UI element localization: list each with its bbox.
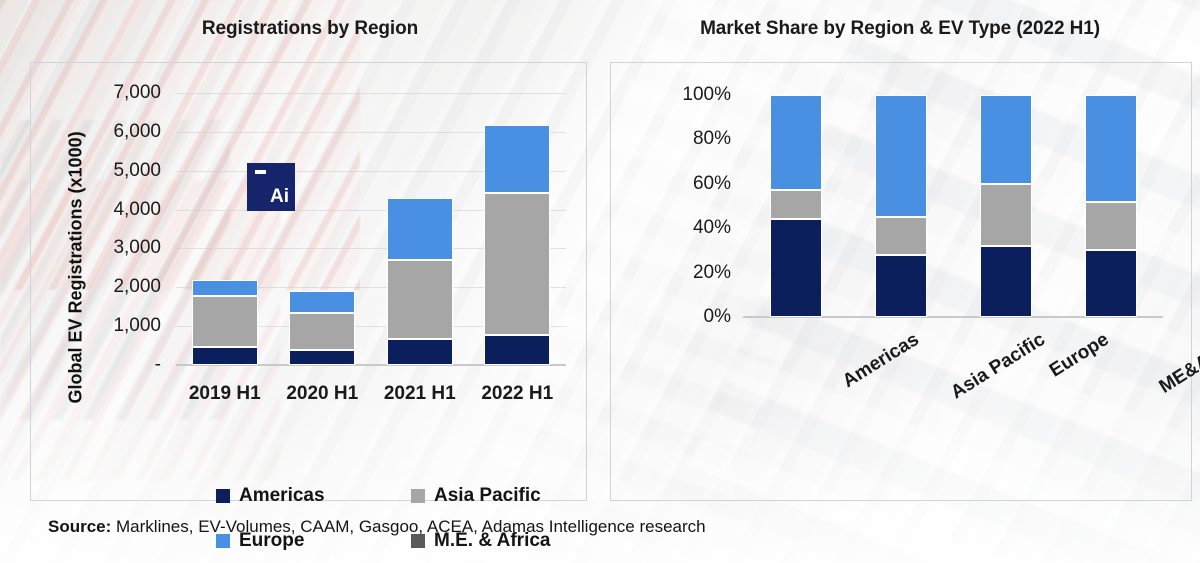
legend-label: M.E. & Africa — [434, 529, 551, 551]
legend-swatch-icon — [411, 533, 425, 548]
bar-americas[interactable] — [769, 95, 822, 317]
bar-segment-americas[interactable] — [191, 346, 258, 365]
bar-segment-hev[interactable] — [769, 219, 822, 317]
left-plot-area — [176, 93, 566, 366]
bar-segment-phev[interactable] — [1084, 201, 1137, 251]
bar-segment-europe[interactable] — [289, 291, 356, 313]
bar-segment-americas[interactable] — [289, 350, 356, 365]
y-axis-tick-label: 6,000 — [113, 120, 161, 142]
left-chart-panel: Global EV Registrations (x1000) -1,000 2,… — [30, 62, 587, 551]
bar-segment-bev[interactable] — [979, 95, 1032, 184]
bar-segment-asia-pacific[interactable] — [484, 192, 551, 336]
bar-segment-hev[interactable] — [1084, 250, 1137, 317]
left-chart-legend: Americas Asia Pacific Europe M.E. & Africa — [216, 473, 606, 563]
bar-segment-europe[interactable] — [386, 197, 453, 260]
gridline — [176, 170, 566, 172]
y-axis-tick-label: 40% — [692, 217, 731, 239]
x-axis-tick-label: ME&Africa — [1155, 329, 1200, 398]
legend-swatch-icon — [216, 533, 230, 548]
legend-item-m-e-africa[interactable]: M.E. & Africa — [411, 518, 606, 563]
y-axis-tick-label: 1,000 — [113, 315, 161, 337]
x-axis-tick-label: 2020 H1 — [286, 383, 359, 404]
y-axis-tick-label: - — [154, 354, 161, 375]
bar-segment-bev[interactable] — [1084, 95, 1137, 202]
adamas-ai-logo-icon: Ai — [247, 163, 295, 211]
bar-2020-h1[interactable] — [289, 93, 356, 365]
x-axis-tick-label: Asia Pacific — [946, 329, 1049, 404]
y-axis-tick-label: 5,000 — [113, 159, 161, 181]
bar-segment-hev[interactable] — [979, 245, 1032, 317]
right-chart-title: Market Share by Region & EV Type (2022 H… — [700, 18, 1100, 39]
gridline — [176, 209, 566, 211]
legend-item-americas[interactable]: Americas — [216, 473, 411, 518]
bar-segment-asia-pacific[interactable] — [289, 312, 356, 351]
gridline — [176, 287, 566, 289]
gridline — [176, 93, 566, 94]
bar-segment-americas[interactable] — [484, 335, 551, 365]
y-axis-tick-label: 2,000 — [113, 276, 161, 298]
y-axis-tick-label: 3,000 — [113, 237, 161, 259]
y-axis-tick-label: 60% — [692, 172, 731, 194]
legend-label: Asia Pacific — [434, 484, 541, 506]
legend-label: Americas — [239, 484, 325, 506]
bar-segment-europe[interactable] — [484, 124, 551, 193]
bar-segment-asia-pacific[interactable] — [191, 295, 258, 347]
bar-segment-phev[interactable] — [769, 190, 822, 220]
x-axis-tick-label: 2021 H1 — [383, 383, 456, 404]
right-plot-area — [743, 95, 1163, 318]
gridline — [176, 326, 566, 328]
x-axis-baseline — [176, 364, 566, 366]
legend-item-europe[interactable]: Europe — [216, 518, 411, 563]
gridline — [176, 248, 566, 250]
x-axis-tick-label: 2022 H1 — [481, 383, 554, 404]
bar-segment-europe[interactable] — [191, 279, 258, 296]
source-note: Source: Marklines, EV-Volumes, CAAM, Gas… — [48, 517, 706, 537]
x-axis-baseline — [743, 316, 1163, 318]
y-axis-tick-label: 7,000 — [113, 82, 161, 103]
bar-segment-asia-pacific[interactable] — [386, 259, 453, 339]
bar-segment-bev[interactable] — [769, 95, 822, 191]
bar-segment-hev[interactable] — [874, 254, 927, 317]
y-axis-tick-label: 4,000 — [113, 198, 161, 220]
badge-label: Ai — [270, 186, 289, 207]
x-axis-tick-label: Americas — [838, 329, 923, 393]
x-axis-tick-label: 2019 H1 — [188, 383, 261, 404]
y-axis-tick-label: 20% — [692, 261, 731, 283]
bar-2022-h1[interactable] — [484, 93, 551, 365]
x-axis-tick-label: Europe — [1045, 329, 1113, 382]
legend-item-asia-pacific[interactable]: Asia Pacific — [411, 473, 606, 518]
legend-label: Europe — [239, 529, 305, 551]
y-axis-tick-label: 100% — [682, 84, 731, 105]
bar-me-africa[interactable] — [1084, 95, 1137, 317]
bar-segment-phev[interactable] — [979, 183, 1032, 246]
legend-swatch-icon — [216, 488, 230, 503]
left-chart-title: Registrations by Region — [201, 18, 419, 39]
bar-segment-bev[interactable] — [874, 95, 927, 218]
source-text: Marklines, EV-Volumes, CAAM, Gasgoo, ACE… — [111, 517, 706, 536]
bar-2019-h1[interactable] — [191, 93, 258, 365]
legend-swatch-icon — [411, 488, 425, 503]
bar-asia-pacific[interactable] — [874, 95, 927, 317]
y-axis-tick-label: 0% — [703, 306, 731, 327]
bar-2021-h1[interactable] — [386, 93, 453, 365]
bar-segment-americas[interactable] — [386, 338, 453, 365]
badge-dash-icon — [255, 170, 266, 174]
right-chart-panel: Share of Registrations 0%20%40%60%80%100… — [610, 62, 1200, 501]
y-axis-tick-label: 80% — [692, 128, 731, 150]
bar-europe[interactable] — [979, 95, 1032, 317]
source-prefix: Source: — [48, 517, 112, 536]
bar-segment-phev[interactable] — [874, 217, 927, 255]
gridline — [176, 131, 566, 133]
